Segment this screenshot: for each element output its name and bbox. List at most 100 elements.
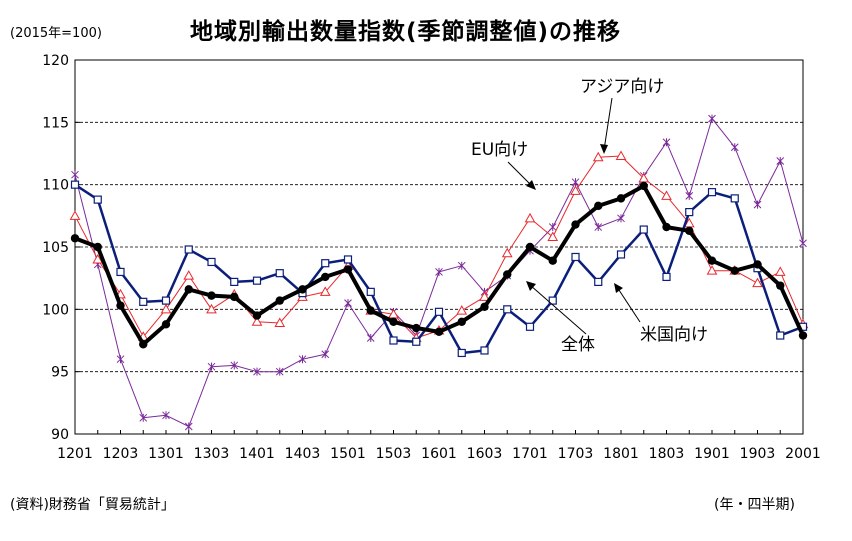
chart-title: 地域別輸出数量指数(季節調整値)の推移 xyxy=(190,19,622,45)
x-tick-label: 1301 xyxy=(148,446,184,462)
series-0-point xyxy=(93,242,102,252)
x-tick-labels: 1201 1203 1301 1303 1401 1403 1501 1503 1601 1603… xyxy=(57,446,821,462)
series-3-point xyxy=(184,422,193,431)
unit-note: (2015年=100) xyxy=(10,26,102,41)
series-0-point xyxy=(776,281,785,290)
plot-frame xyxy=(74,59,804,435)
series-3-point xyxy=(435,267,443,276)
series-0-point xyxy=(139,340,148,349)
series-0-point xyxy=(571,220,580,229)
x-tick-label: 1603 xyxy=(467,446,503,462)
x-tick-label: 1803 xyxy=(649,446,685,462)
series-0-point xyxy=(753,260,762,269)
series-3 xyxy=(71,114,807,431)
series-2-point xyxy=(706,265,718,275)
series-2-point xyxy=(206,303,217,314)
series-0-point xyxy=(161,320,171,329)
series-0-point xyxy=(616,194,626,203)
series-1-point xyxy=(525,322,535,331)
annotation-label-us: 米国向け xyxy=(640,325,708,345)
series-1-point xyxy=(571,252,580,262)
series-3-point xyxy=(662,138,671,147)
source-note: (資料)財務省「貿易統計」 xyxy=(10,497,175,513)
series-3-point xyxy=(298,355,307,364)
series-2-point xyxy=(456,305,468,315)
y-tick-label: 95 xyxy=(51,365,69,381)
x-tick-label: 1403 xyxy=(285,446,321,462)
series-3-point xyxy=(207,362,216,371)
series-3-point xyxy=(162,411,170,420)
series-2-point xyxy=(501,247,513,258)
series-2-point xyxy=(592,151,604,162)
annotation-label-total: 全体 xyxy=(561,335,595,355)
series-3-point xyxy=(685,191,694,200)
x-tick-label: 1203 xyxy=(103,446,139,462)
series-1-point xyxy=(343,255,353,264)
series-2-point xyxy=(752,277,763,288)
axes xyxy=(74,59,804,435)
series-0-point xyxy=(298,285,307,294)
series-2-point xyxy=(570,185,581,195)
series-0-point xyxy=(275,296,284,305)
grid-lines xyxy=(75,121,803,373)
series-3-point xyxy=(344,299,352,308)
series-3-point xyxy=(457,261,466,270)
series-3-point xyxy=(275,367,284,376)
x-tick-label: 1501 xyxy=(330,446,366,462)
series-1-point xyxy=(707,188,717,197)
series-1-point xyxy=(139,297,148,306)
x-tick-label: 1903 xyxy=(740,446,776,462)
annotation-arrowhead-total xyxy=(526,281,536,291)
y-tick-label: 110 xyxy=(42,178,69,194)
series-1-point xyxy=(480,346,489,355)
series-1-point xyxy=(730,194,739,203)
series-2-point xyxy=(274,317,286,328)
series-3-point xyxy=(139,413,148,422)
series-1-point xyxy=(776,331,785,340)
annotation-arrow-us xyxy=(616,286,641,323)
y-tick-label: 90 xyxy=(51,427,69,443)
series-0-point xyxy=(798,331,808,340)
annotation-arrow-asia xyxy=(603,97,613,151)
series-0-point xyxy=(366,306,375,315)
series-3-point xyxy=(594,223,603,232)
series-3-point xyxy=(730,143,739,152)
series-1-point xyxy=(70,180,80,189)
series-0-point xyxy=(662,222,671,232)
series-2-point xyxy=(524,212,536,223)
annotation-arrowhead-asia xyxy=(600,144,608,154)
x-tick-label: 1701 xyxy=(512,446,548,462)
y-tick-label: 120 xyxy=(42,53,69,69)
y-tick-label: 115 xyxy=(42,115,69,131)
series-3-point xyxy=(617,214,625,223)
series-3-point xyxy=(571,178,580,187)
series-1-point xyxy=(457,348,466,358)
series-0-point xyxy=(480,302,489,312)
series-0-point xyxy=(457,317,466,326)
series-3-point xyxy=(708,114,716,123)
x-tick-label: 1901 xyxy=(694,446,730,462)
series-1-point xyxy=(93,195,102,204)
x-tick-label: 1303 xyxy=(194,446,230,462)
annotation-arrowhead-eu xyxy=(526,180,536,190)
series-3-point xyxy=(253,367,261,376)
series-0-point xyxy=(184,285,193,294)
series-0-point xyxy=(116,301,125,310)
series-1-point xyxy=(184,245,193,254)
series-1-point xyxy=(275,269,284,278)
series-0-point xyxy=(639,181,648,191)
series-0-point xyxy=(548,256,557,265)
annotations: アジア向け EU向け 全体 米国向け xyxy=(471,77,708,355)
series-3-point xyxy=(321,350,330,359)
x-tick-label: 1703 xyxy=(558,446,594,462)
series-0-point xyxy=(321,272,330,282)
annotation-label-eu: EU向け xyxy=(471,140,528,160)
series-3-point xyxy=(230,361,239,370)
series-1-point xyxy=(548,296,557,305)
series-1-point xyxy=(207,257,216,267)
series-1-point xyxy=(685,207,694,217)
series-2-point xyxy=(615,150,627,160)
series-1-point xyxy=(389,336,398,345)
series-1-point xyxy=(230,277,239,287)
